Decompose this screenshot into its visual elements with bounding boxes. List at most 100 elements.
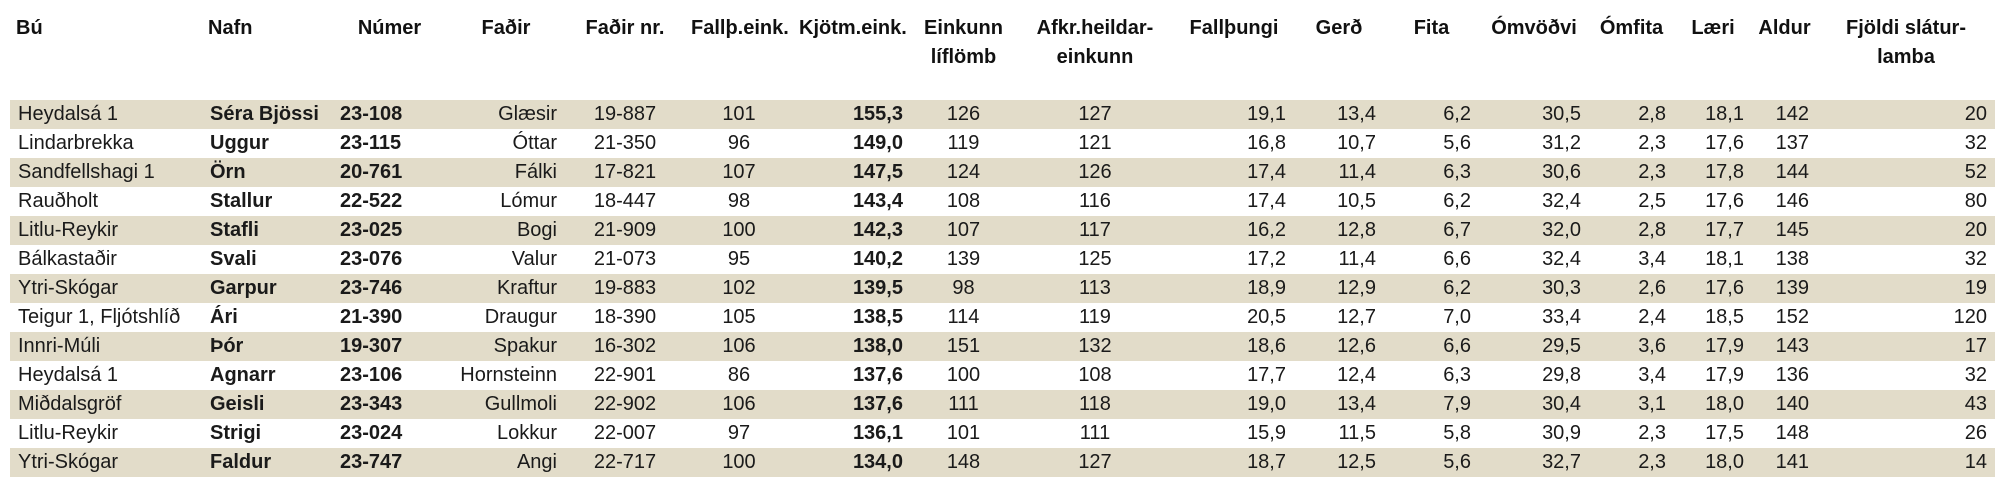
cell-gerd: 10,5 [1294, 187, 1384, 216]
cell-laeri: 17,9 [1674, 332, 1752, 361]
cell-fallth: 98 [685, 187, 793, 216]
cell-nafn: Faldur [202, 448, 332, 477]
cell-bu: Miðdalsgröf [10, 390, 202, 419]
cell-kjotm: 137,6 [793, 361, 911, 390]
cell-fjoldi: 26 [1817, 419, 1995, 448]
cell-kjotm: 142,3 [793, 216, 911, 245]
cell-kjotm: 149,0 [793, 129, 911, 158]
cell-fadir-nr: 18-447 [565, 187, 685, 216]
cell-afkr: 127 [1016, 448, 1174, 477]
table-row: Sandfellshagi 1 Örn 20-761 Fálki 17-821 107 14… [10, 158, 1995, 187]
cell-afkr: 132 [1016, 332, 1174, 361]
cell-liflomb: 114 [911, 303, 1016, 332]
cell-gerd: 11,5 [1294, 419, 1384, 448]
cell-nafn: Geisli [202, 390, 332, 419]
cell-laeri: 17,7 [1674, 216, 1752, 245]
cell-afkr: 121 [1016, 129, 1174, 158]
cell-fjoldi: 32 [1817, 245, 1995, 274]
cell-laeri: 18,1 [1674, 245, 1752, 274]
header-aldur: Aldur [1758, 17, 1811, 39]
cell-liflomb: 98 [911, 274, 1016, 303]
cell-omvodvi: 32,4 [1479, 187, 1589, 216]
header-einkunn-liflomb: Einkunn líflömb [924, 17, 1003, 68]
cell-liflomb: 111 [911, 390, 1016, 419]
cell-bu: Heydalsá 1 [10, 361, 202, 390]
cell-fallthungi: 17,2 [1174, 245, 1294, 274]
cell-fallth: 106 [685, 332, 793, 361]
cell-numer: 23-076 [332, 245, 447, 274]
header-fjoldi-slaturlamba: Fjöldi slátur-lamba [1846, 17, 1966, 68]
cell-fallth: 97 [685, 419, 793, 448]
cell-fita: 6,7 [1384, 216, 1479, 245]
cell-fallthungi: 18,6 [1174, 332, 1294, 361]
cell-bu: Sandfellshagi 1 [10, 158, 202, 187]
cell-fadir: Bogi [447, 216, 565, 245]
cell-nafn: Örn [202, 158, 332, 187]
cell-aldur: 142 [1752, 100, 1817, 129]
cell-omfita: 2,4 [1589, 303, 1674, 332]
cell-numer: 20-761 [332, 158, 447, 187]
cell-numer: 23-747 [332, 448, 447, 477]
cell-fita: 6,2 [1384, 274, 1479, 303]
cell-omfita: 2,3 [1589, 419, 1674, 448]
cell-fallth: 86 [685, 361, 793, 390]
cell-bu: Bálkastaðir [10, 245, 202, 274]
cell-nafn: Þór [202, 332, 332, 361]
cell-bu: Teigur 1, Fljótshlíð [10, 303, 202, 332]
cell-gerd: 12,8 [1294, 216, 1384, 245]
table-body: Heydalsá 1 Séra Bjössi 23-108 Glæsir 19-887 1… [10, 100, 1995, 477]
cell-fjoldi: 20 [1817, 216, 1995, 245]
cell-fita: 6,2 [1384, 100, 1479, 129]
cell-laeri: 18,5 [1674, 303, 1752, 332]
cell-afkr: 125 [1016, 245, 1174, 274]
cell-omvodvi: 30,4 [1479, 390, 1589, 419]
cell-numer: 23-106 [332, 361, 447, 390]
cell-fallthungi: 15,9 [1174, 419, 1294, 448]
cell-numer: 23-746 [332, 274, 447, 303]
cell-aldur: 145 [1752, 216, 1817, 245]
table-row: Miðdalsgröf Geisli 23-343 Gullmoli 22-902 106… [10, 390, 1995, 419]
cell-afkr: 119 [1016, 303, 1174, 332]
cell-fallth: 105 [685, 303, 793, 332]
cell-fjoldi: 52 [1817, 158, 1995, 187]
cell-omfita: 2,6 [1589, 274, 1674, 303]
cell-bu: Litlu-Reykir [10, 419, 202, 448]
cell-fallthungi: 17,4 [1174, 187, 1294, 216]
cell-fadir: Glæsir [447, 100, 565, 129]
cell-nafn: Strigi [202, 419, 332, 448]
cell-liflomb: 101 [911, 419, 1016, 448]
cell-omvodvi: 32,0 [1479, 216, 1589, 245]
cell-fadir-nr: 22-902 [565, 390, 685, 419]
cell-fadir: Fálki [447, 158, 565, 187]
cell-liflomb: 108 [911, 187, 1016, 216]
table-row: Lindarbrekka Uggur 23-115 Óttar 21-350 96 149,… [10, 129, 1995, 158]
cell-liflomb: 148 [911, 448, 1016, 477]
cell-nafn: Stallur [202, 187, 332, 216]
cell-fallth: 100 [685, 216, 793, 245]
cell-liflomb: 124 [911, 158, 1016, 187]
cell-nafn: Agnarr [202, 361, 332, 390]
header-laeri: Læri [1691, 17, 1735, 39]
cell-aldur: 152 [1752, 303, 1817, 332]
cell-numer: 23-025 [332, 216, 447, 245]
cell-fjoldi: 120 [1817, 303, 1995, 332]
cell-nafn: Stafli [202, 216, 332, 245]
cell-bu: Rauðholt [10, 187, 202, 216]
cell-aldur: 141 [1752, 448, 1817, 477]
cell-fadir: Draugur [447, 303, 565, 332]
header-fallthungi: Fallþungi [1189, 17, 1279, 39]
cell-liflomb: 126 [911, 100, 1016, 129]
cell-numer: 21-390 [332, 303, 447, 332]
cell-omvodvi: 30,6 [1479, 158, 1589, 187]
cell-bu: Lindarbrekka [10, 129, 202, 158]
cell-gerd: 12,9 [1294, 274, 1384, 303]
table-row: Innri-Múli Þór 19-307 Spakur 16-302 106 138,0 1… [10, 332, 1995, 361]
header-gerd: Gerð [1315, 17, 1363, 39]
header-fadir-nr: Faðir nr. [585, 17, 665, 39]
cell-liflomb: 107 [911, 216, 1016, 245]
cell-fita: 7,9 [1384, 390, 1479, 419]
cell-fallthungi: 19,1 [1174, 100, 1294, 129]
cell-fallthungi: 17,4 [1174, 158, 1294, 187]
cell-fadir-nr: 17-821 [565, 158, 685, 187]
cell-fallthungi: 19,0 [1174, 390, 1294, 419]
